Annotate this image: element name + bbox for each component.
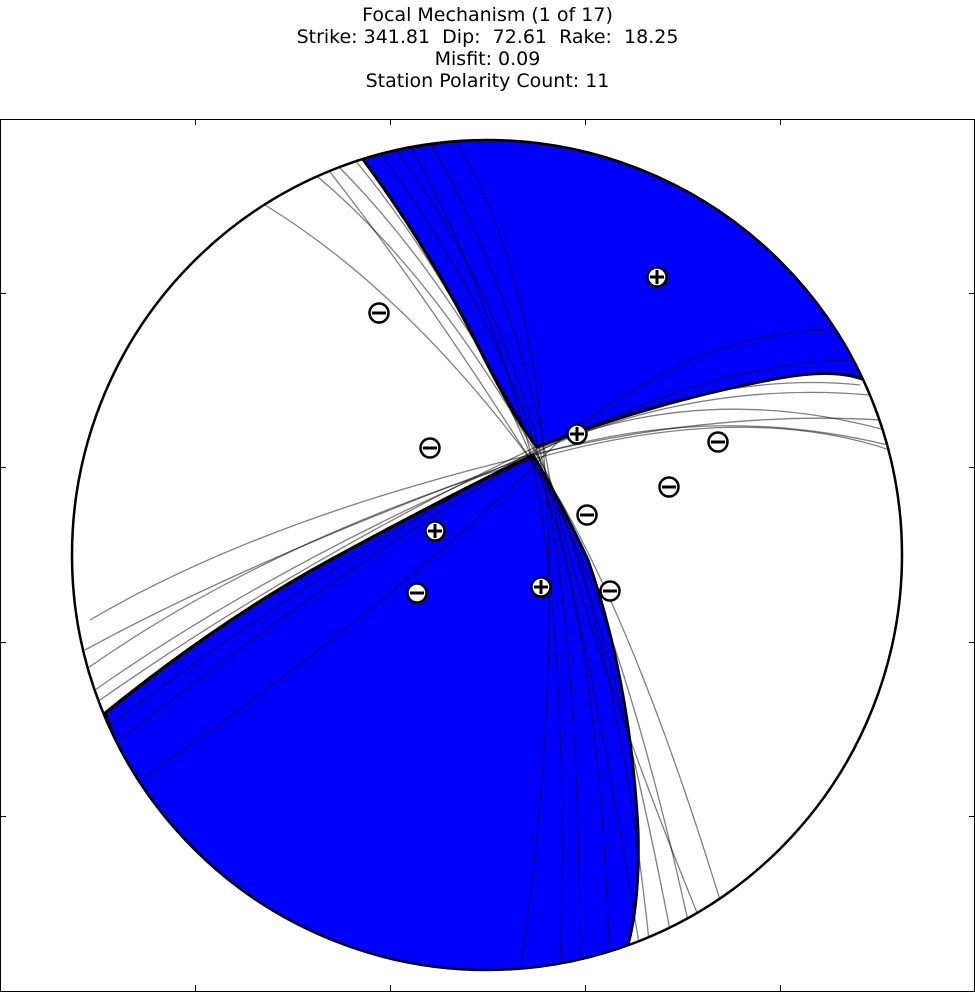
alt-plane [84, 425, 889, 651]
axis-ticks [0, 119, 975, 992]
station-compression-marker [424, 520, 446, 542]
station-dilatation-marker [599, 580, 621, 602]
alternative-nodal-planes [84, 140, 891, 970]
title-line-2: Strike: 341.81 Dip: 72.61 Rake: 18.25 [296, 26, 679, 48]
station-dilatation-marker [576, 504, 598, 526]
alt-plane [377, 149, 581, 970]
alt-plane [109, 408, 886, 726]
station-dilatation-marker [368, 302, 390, 324]
station-compression-marker [646, 266, 668, 288]
title-line-1: Focal Mechanism (1 of 17) [362, 4, 613, 26]
station-dilatation-marker [419, 437, 441, 459]
alt-plane [264, 204, 721, 901]
station-dilatation-marker [658, 476, 680, 498]
alt-plane [89, 417, 881, 621]
alt-plane [394, 147, 641, 951]
station-compression-marker [566, 423, 588, 445]
title-line-4: Station Polarity Count: 11 [365, 70, 610, 92]
alt-plane [139, 329, 831, 781]
station-compression-marker [530, 576, 552, 598]
alt-plane [429, 141, 701, 921]
station-dilatation-marker [406, 582, 428, 604]
alt-plane [329, 171, 691, 931]
focal-sphere-outline [70, 138, 904, 972]
figure-title: Focal Mechanism (1 of 17) Strike: 341.81… [0, 4, 975, 92]
alt-plane [119, 359, 856, 741]
station-dilatation-marker [707, 431, 729, 453]
alt-plane [454, 140, 550, 970]
title-line-3: Misfit: 0.09 [434, 48, 541, 70]
station-polarities [368, 266, 729, 604]
alt-plane [99, 381, 861, 701]
